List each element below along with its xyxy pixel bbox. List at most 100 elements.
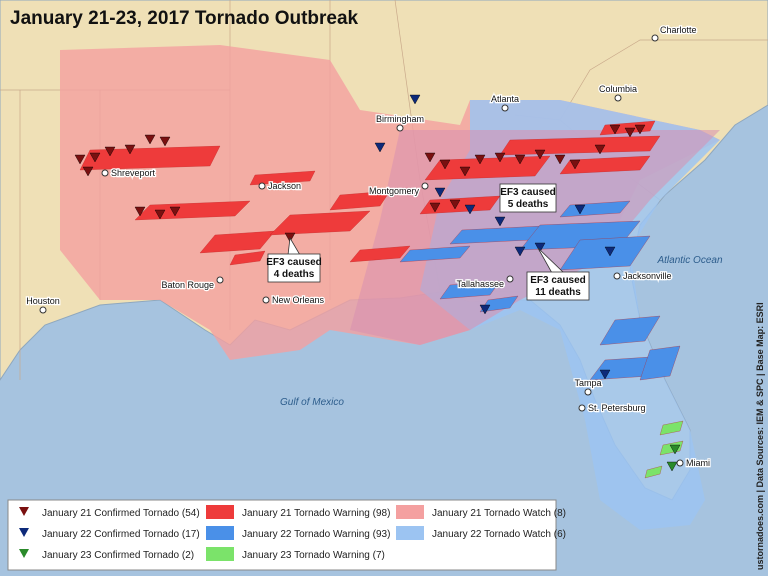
warning-polygon [399, 245, 471, 263]
warning-polygon [659, 420, 684, 436]
tornado-marker [599, 369, 611, 380]
warning-polygon [559, 155, 651, 175]
tornado-marker [474, 154, 486, 165]
water-label: Gulf of Mexico [280, 397, 344, 408]
legend-swatch [206, 526, 234, 540]
callout-text: 4 deaths [274, 269, 315, 280]
city-dot [651, 34, 659, 42]
warnings [79, 120, 684, 479]
city-label: Jacksonville [623, 271, 672, 281]
city-label: Columbia [599, 84, 637, 94]
tornado-marker [624, 127, 636, 138]
city-dot [614, 94, 622, 102]
city-label: Tallahassee [456, 279, 504, 289]
tornado-marker [144, 134, 156, 145]
city-label: Jackson [268, 181, 301, 191]
callout-box [499, 183, 557, 213]
tornado-marker [569, 159, 581, 170]
warning-polygon [249, 170, 316, 186]
city-label: New Orleans [272, 295, 325, 305]
legend-box [7, 499, 557, 571]
callout-text: 5 deaths [508, 199, 549, 210]
tornado-marker [464, 204, 476, 215]
city-label: St. Petersburg [588, 403, 646, 413]
callout-text: 11 deaths [535, 287, 581, 298]
city-label: Miami [686, 458, 710, 468]
tornado-marker [409, 94, 421, 105]
legend-label: January 21 Tornado Watch (8) [432, 508, 566, 519]
tornado-marker [494, 152, 506, 163]
legend-swatch [396, 526, 424, 540]
tornado-marker [89, 152, 101, 163]
warning-polygon [599, 315, 661, 346]
legend: January 21 Confirmed Tornado (54) January… [7, 499, 566, 571]
city-dot [578, 404, 586, 412]
tornado-marker [104, 146, 116, 157]
tornado-marker [479, 304, 491, 315]
legend-swatch [19, 528, 29, 537]
warning-polygon [134, 200, 251, 221]
warning-polygon [79, 145, 221, 171]
city-dot [39, 306, 47, 314]
tornado-marker [534, 242, 546, 253]
cities: Charlotte Columbia Atlanta Birmingham Shreve… [25, 24, 711, 470]
warning-polygon [229, 250, 266, 266]
tornado-marker [554, 154, 566, 165]
tornado-marker [534, 149, 546, 160]
warning-polygon [329, 190, 391, 211]
callout-box [526, 271, 590, 301]
tornado-marker [634, 124, 646, 135]
city-dot [396, 124, 404, 132]
water-label: Atlantic Ocean [656, 255, 722, 266]
tornado-marker [494, 216, 506, 227]
tornado-marker [429, 202, 441, 213]
city-dot [258, 182, 266, 190]
tornado-marker [449, 199, 461, 210]
legend-swatch [396, 505, 424, 519]
legend-swatch [206, 505, 234, 519]
tornado-marker [424, 152, 436, 163]
city-label: Charlotte [660, 25, 697, 35]
callout-text: EF3 caused [530, 275, 586, 286]
tornado-marker [604, 246, 616, 257]
tornado-marker [459, 166, 471, 177]
callout-text: EF3 caused [266, 257, 322, 268]
tornado-marker [574, 204, 586, 215]
city-dot [501, 104, 509, 112]
city-dot [506, 275, 514, 283]
city-dot [421, 182, 429, 190]
city-dot [216, 276, 224, 284]
city-dot [584, 388, 592, 396]
tornado-marker [434, 187, 446, 198]
city-label: Shreveport [111, 168, 156, 178]
tornado-marker [666, 461, 678, 472]
tornado-marker [154, 209, 166, 220]
legend-label: January 21 Tornado Warning (98) [242, 508, 390, 519]
tornado-marker [594, 144, 606, 155]
legend-label: January 22 Tornado Watch (6) [432, 529, 566, 540]
city-label: Montgomery [369, 186, 420, 196]
city-label: Birmingham [376, 114, 424, 124]
tornadoes [74, 94, 681, 472]
legend-label: January 23 Tornado Warning (7) [242, 550, 385, 561]
warning-polygon [559, 235, 651, 271]
legend-swatch [19, 507, 29, 516]
city-dot [101, 169, 109, 177]
tornado-marker [134, 206, 146, 217]
city-dot [613, 272, 621, 280]
tornado-marker [669, 444, 681, 455]
legend-label: January 23 Confirmed Tornado (2) [42, 550, 194, 561]
legend-label: January 22 Tornado Warning (93) [242, 529, 390, 540]
warning-polygon [639, 345, 681, 381]
city-label: Baton Rouge [161, 280, 214, 290]
warning-polygon [479, 295, 519, 313]
warning-polygon [439, 280, 501, 300]
title: January 21-23, 2017 Tornado Outbreak [10, 8, 359, 29]
credit: ustornadoes.com | Data Sources: IEM & SP… [755, 302, 765, 570]
city-label: Atlanta [491, 94, 519, 104]
city-dot [676, 459, 684, 467]
tornado-marker [514, 154, 526, 165]
legend-label: January 22 Confirmed Tornado (17) [42, 529, 200, 540]
